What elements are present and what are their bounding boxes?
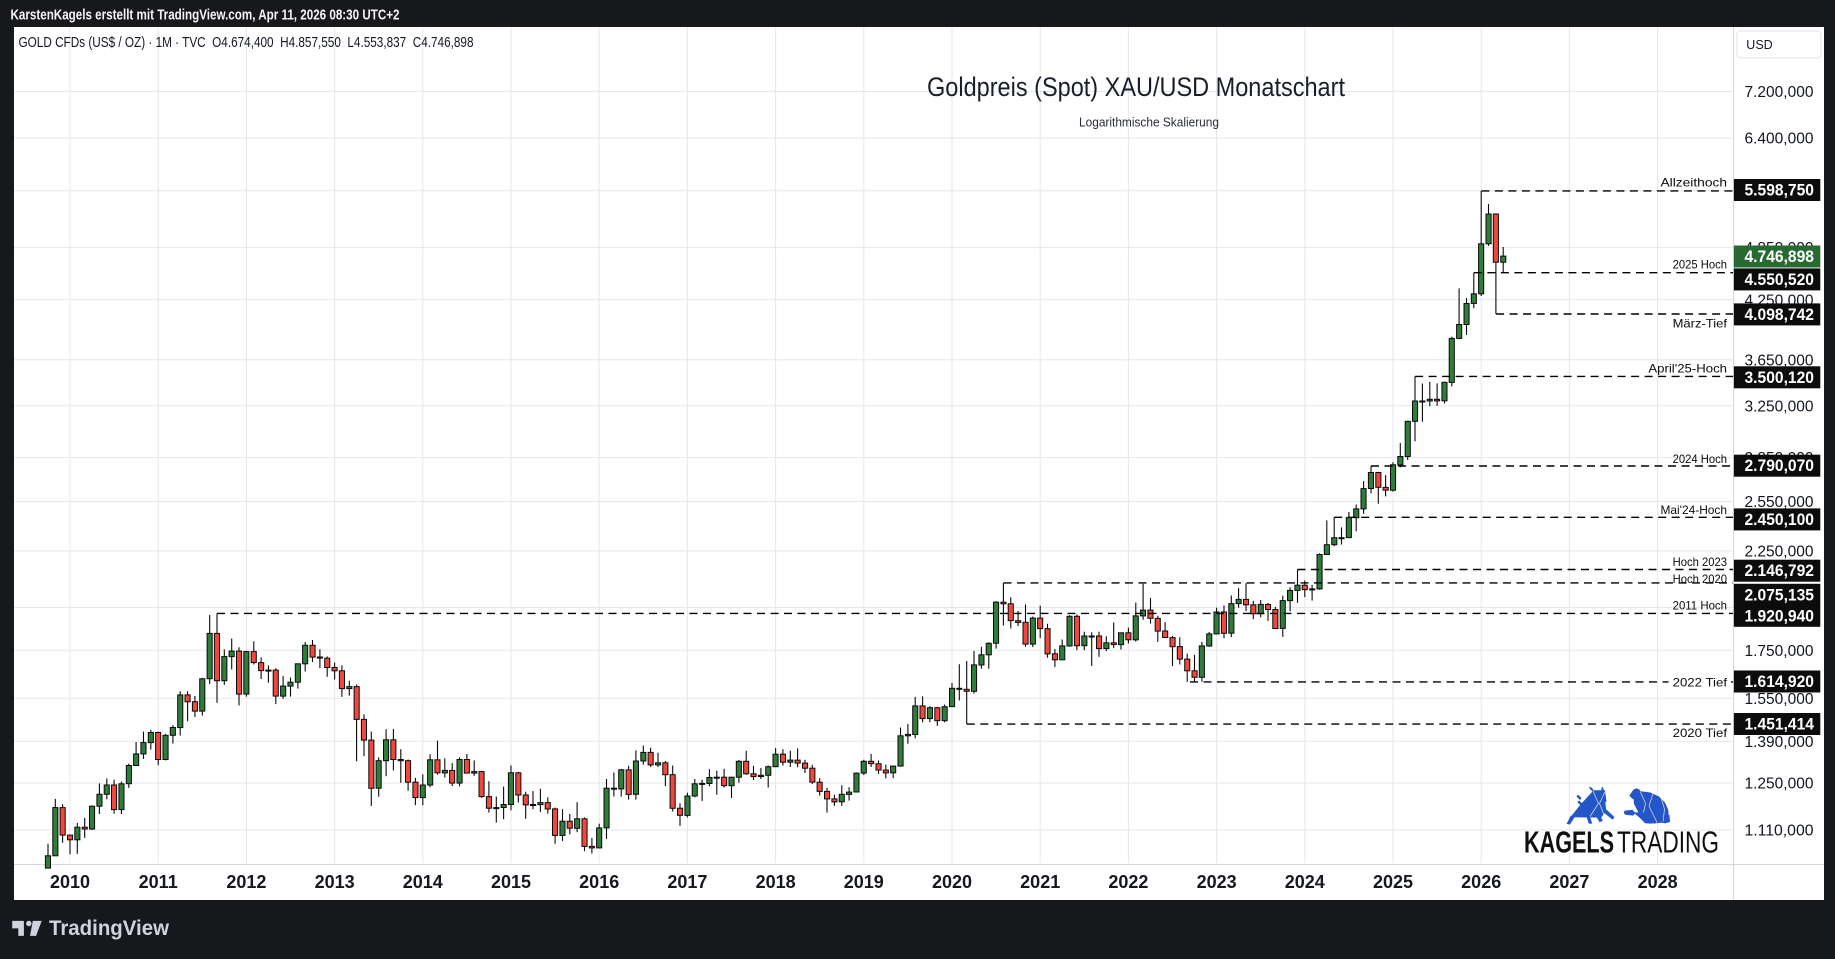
svg-text:2011: 2011	[139, 872, 178, 892]
svg-text:2011 Hoch: 2011 Hoch	[1673, 599, 1727, 613]
svg-text:GOLD CFDs (US$ / OZ) · 1M · TV: GOLD CFDs (US$ / OZ) · 1M · TVC O4.674,4…	[19, 34, 474, 51]
svg-text:2024: 2024	[1285, 872, 1325, 892]
svg-text:3.650,000: 3.650,000	[1745, 352, 1814, 369]
svg-text:4.098,742: 4.098,742	[1745, 305, 1815, 324]
svg-text:6.400,000: 6.400,000	[1745, 131, 1814, 148]
svg-text:2018: 2018	[756, 872, 796, 892]
svg-text:2.250,000: 2.250,000	[1745, 544, 1814, 561]
svg-text:2025: 2025	[1373, 872, 1413, 892]
svg-text:USD: USD	[1746, 38, 1772, 52]
svg-text:2.790,070: 2.790,070	[1745, 456, 1815, 475]
svg-text:2024 Hoch: 2024 Hoch	[1673, 452, 1727, 466]
svg-text:Mai'24-Hoch: Mai'24-Hoch	[1661, 503, 1728, 517]
svg-text:April'25-Hoch: April'25-Hoch	[1648, 362, 1727, 376]
svg-text:2.075,135: 2.075,135	[1745, 585, 1815, 604]
svg-text:2.146,792: 2.146,792	[1745, 561, 1815, 580]
svg-text:2026: 2026	[1461, 872, 1501, 892]
svg-text:2019: 2019	[844, 872, 884, 892]
svg-text:2022: 2022	[1108, 872, 1148, 892]
svg-text:3.500,120: 3.500,120	[1745, 368, 1815, 387]
svg-text:1.451,414: 1.451,414	[1745, 715, 1815, 734]
svg-text:1.390,000: 1.390,000	[1745, 734, 1814, 751]
svg-text:2013: 2013	[315, 872, 355, 892]
svg-text:KarstenKagels erstellt mit Tra: KarstenKagels erstellt mit TradingView.c…	[11, 7, 400, 24]
svg-text:2012: 2012	[226, 872, 266, 892]
svg-text:1.920,940: 1.920,940	[1745, 606, 1815, 625]
svg-text:TRADING: TRADING	[1617, 825, 1719, 860]
svg-text:2015: 2015	[491, 872, 531, 892]
svg-text:Allzeithoch: Allzeithoch	[1661, 176, 1728, 190]
svg-text:KAGELS: KAGELS	[1524, 825, 1614, 860]
svg-text:1.614,920: 1.614,920	[1745, 672, 1815, 691]
svg-text:4.550,520: 4.550,520	[1745, 270, 1815, 289]
svg-text:1.110,000: 1.110,000	[1745, 823, 1814, 840]
svg-text:4.746,898: 4.746,898	[1745, 247, 1815, 266]
svg-text:2021: 2021	[1020, 872, 1060, 892]
svg-text:2022 Tief: 2022 Tief	[1673, 676, 1728, 690]
svg-text:2017: 2017	[667, 872, 707, 892]
svg-text:2016: 2016	[579, 872, 619, 892]
svg-text:7.200,000: 7.200,000	[1745, 84, 1814, 101]
svg-text:2025 Hoch: 2025 Hoch	[1673, 258, 1727, 272]
svg-text:TradingView: TradingView	[49, 917, 170, 940]
svg-text:2.450,100: 2.450,100	[1745, 510, 1815, 529]
svg-text:2020 Tief: 2020 Tief	[1673, 726, 1728, 740]
svg-text:2028: 2028	[1638, 872, 1678, 892]
svg-text:1.550,000: 1.550,000	[1745, 691, 1814, 708]
svg-text:2010: 2010	[50, 872, 90, 892]
svg-text:2020: 2020	[932, 872, 972, 892]
svg-text:1.750,000: 1.750,000	[1745, 643, 1814, 660]
svg-text:Logarithmische Skalierung: Logarithmische Skalierung	[1079, 116, 1219, 130]
svg-text:2.550,000: 2.550,000	[1745, 494, 1814, 511]
svg-text:5.598,750: 5.598,750	[1745, 181, 1815, 200]
svg-text:2014: 2014	[403, 872, 443, 892]
svg-text:Hoch 2020: Hoch 2020	[1673, 572, 1728, 586]
svg-text:3.250,000: 3.250,000	[1745, 398, 1814, 415]
svg-text:März-Tief: März-Tief	[1673, 317, 1728, 331]
svg-text:Goldpreis (Spot) XAU/USD Monat: Goldpreis (Spot) XAU/USD Monatschart	[927, 72, 1345, 102]
svg-text:2027: 2027	[1549, 872, 1589, 892]
svg-text:1.250,000: 1.250,000	[1745, 776, 1814, 793]
svg-text:Hoch 2023: Hoch 2023	[1673, 555, 1728, 569]
svg-text:2023: 2023	[1197, 872, 1237, 892]
